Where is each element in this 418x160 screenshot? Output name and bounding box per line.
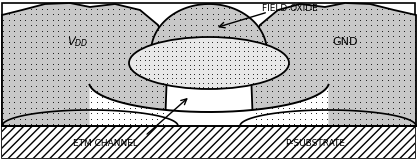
Text: ETM CHANNEL: ETM CHANNEL [73,139,138,148]
Text: $V_{DD}$: $V_{DD}$ [67,35,89,49]
Polygon shape [250,3,416,126]
Text: GND: GND [332,37,358,47]
Polygon shape [2,110,178,126]
Polygon shape [240,110,416,126]
Text: P-SUBSTRATE: P-SUBSTRATE [285,139,345,148]
Polygon shape [151,4,267,55]
Polygon shape [2,3,168,126]
Text: FIELD OXIDE: FIELD OXIDE [262,4,318,12]
Bar [2,126,415,158]
Polygon shape [89,85,329,126]
Ellipse shape [129,37,289,89]
